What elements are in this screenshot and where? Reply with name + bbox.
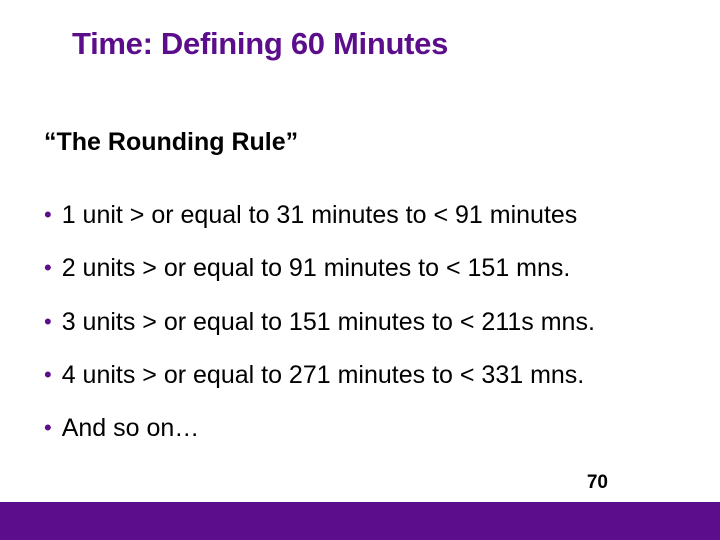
list-item: • And so on… bbox=[44, 413, 690, 444]
bullet-text: 2 units > or equal to 91 minutes to < 15… bbox=[62, 253, 690, 284]
bullet-text: 1 unit > or equal to 31 minutes to < 91 … bbox=[62, 200, 690, 231]
list-item: • 3 units > or equal to 151 minutes to <… bbox=[44, 307, 690, 338]
bullet-text: And so on… bbox=[62, 413, 690, 444]
bullet-icon: • bbox=[44, 200, 52, 230]
slide-subtitle: “The Rounding Rule” bbox=[44, 128, 298, 157]
page-number: 70 bbox=[0, 472, 608, 494]
bullet-icon: • bbox=[44, 307, 52, 337]
bullet-icon: • bbox=[44, 360, 52, 390]
slide: Time: Defining 60 Minutes “The Rounding … bbox=[0, 0, 720, 540]
list-item: • 4 units > or equal to 271 minutes to <… bbox=[44, 360, 690, 391]
bullet-icon: • bbox=[44, 253, 52, 283]
bullet-icon: • bbox=[44, 413, 52, 443]
slide-title: Time: Defining 60 Minutes bbox=[72, 26, 448, 62]
footer-bar bbox=[0, 502, 720, 540]
list-item: • 2 units > or equal to 91 minutes to < … bbox=[44, 253, 690, 284]
bullet-list: • 1 unit > or equal to 31 minutes to < 9… bbox=[44, 200, 690, 466]
bullet-text: 3 units > or equal to 151 minutes to < 2… bbox=[62, 307, 690, 338]
bullet-text: 4 units > or equal to 271 minutes to < 3… bbox=[62, 360, 690, 391]
list-item: • 1 unit > or equal to 31 minutes to < 9… bbox=[44, 200, 690, 231]
